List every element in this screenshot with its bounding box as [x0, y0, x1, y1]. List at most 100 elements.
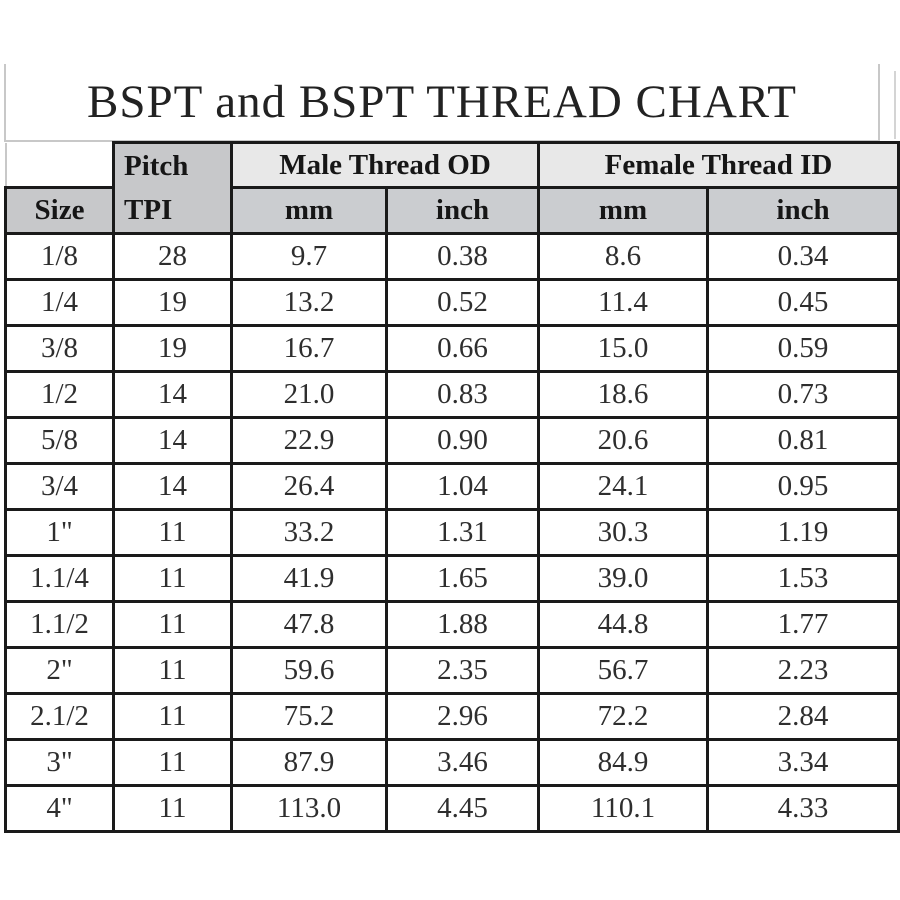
female-mm-cell: 15.0 [537, 324, 710, 373]
female-inch-cell: 1.19 [706, 508, 900, 557]
page-title: BSPT and BSPT THREAD CHART [86, 76, 798, 128]
female-inch-cell: 4.33 [706, 784, 900, 833]
tpi-cell: 11 [112, 692, 233, 741]
male-mm-cell: 33.2 [230, 508, 388, 557]
table-row: 2" 11 59.6 2.35 56.7 2.23 [4, 646, 900, 695]
table-row: 1" 11 33.2 1.31 30.3 1.19 [4, 508, 900, 557]
female-inch-cell: 2.23 [706, 646, 900, 695]
group-header-row: Pitch TPI Male Thread OD Female Thread I… [4, 141, 900, 235]
male-inch-cell: 0.83 [384, 370, 541, 419]
male-mm-cell: 87.9 [230, 738, 388, 787]
male-inch-cell: 0.66 [384, 324, 541, 373]
female-inch-cell: 0.34 [706, 232, 900, 281]
size-cell: 5/8 [4, 416, 115, 465]
female-thread-id-header: Female Thread ID [537, 141, 900, 189]
table-row: 5/8 14 22.9 0.90 20.6 0.81 [4, 416, 900, 465]
female-inch-cell: 0.73 [706, 370, 900, 419]
size-cell: 4" [4, 784, 115, 833]
pitch-tpi-header: Pitch TPI [112, 141, 233, 235]
size-cell: 1/2 [4, 370, 115, 419]
table-row: 3/4 14 26.4 1.04 24.1 0.95 [4, 462, 900, 511]
table-row: 4" 11 113.0 4.45 110.1 4.33 [4, 784, 900, 833]
female-mm-cell: 24.1 [537, 462, 710, 511]
male-inch-cell: 1.88 [384, 600, 541, 649]
tpi-cell: 11 [112, 554, 233, 603]
thread-chart-table: Pitch TPI Male Thread OD Female Thread I… [4, 141, 900, 833]
size-cell: 3" [4, 738, 115, 787]
page-edge-line [894, 71, 896, 139]
table-row: 3/8 19 16.7 0.66 15.0 0.59 [4, 324, 900, 373]
table-row: 1/4 19 13.2 0.52 11.4 0.45 [4, 278, 900, 327]
male-inch-cell: 0.38 [384, 232, 541, 281]
table-row: 2.1/2 11 75.2 2.96 72.2 2.84 [4, 692, 900, 741]
male-inch-cell: 1.31 [384, 508, 541, 557]
male-mm-cell: 9.7 [230, 232, 388, 281]
table-row: 1.1/2 11 47.8 1.88 44.8 1.77 [4, 600, 900, 649]
size-cell: 1.1/4 [4, 554, 115, 603]
size-cell: 2" [4, 646, 115, 695]
male-mm-cell: 59.6 [230, 646, 388, 695]
male-inch-cell: 4.45 [384, 784, 541, 833]
female-mm-cell: 110.1 [537, 784, 710, 833]
male-mm-cell: 113.0 [230, 784, 388, 833]
tpi-cell: 11 [112, 738, 233, 787]
tpi-cell: 11 [112, 646, 233, 695]
pitch-header-label: Pitch [124, 149, 189, 182]
male-mm-header: mm [230, 186, 388, 235]
corner-cell [4, 142, 115, 189]
tpi-cell: 14 [112, 416, 233, 465]
tpi-cell: 11 [112, 600, 233, 649]
female-inch-cell: 1.77 [706, 600, 900, 649]
tpi-cell: 14 [112, 462, 233, 511]
male-inch-cell: 0.90 [384, 416, 541, 465]
size-cell: 1/8 [4, 232, 115, 281]
size-cell: 1" [4, 508, 115, 557]
male-inch-cell: 3.46 [384, 738, 541, 787]
tpi-cell: 11 [112, 508, 233, 557]
female-mm-cell: 20.6 [537, 416, 710, 465]
male-mm-cell: 75.2 [230, 692, 388, 741]
male-inch-cell: 1.65 [384, 554, 541, 603]
male-mm-cell: 47.8 [230, 600, 388, 649]
table-body: 1/8 28 9.7 0.38 8.6 0.34 1/4 19 13.2 0.5… [4, 232, 900, 833]
chart-title-box: BSPT and BSPT THREAD CHART [4, 64, 880, 142]
female-inch-cell: 3.34 [706, 738, 900, 787]
female-inch-cell: 0.81 [706, 416, 900, 465]
female-inch-cell: 0.45 [706, 278, 900, 327]
female-mm-cell: 30.3 [537, 508, 710, 557]
size-cell: 3/8 [4, 324, 115, 373]
tpi-cell: 28 [112, 232, 233, 281]
tpi-cell: 11 [112, 784, 233, 833]
male-mm-cell: 41.9 [230, 554, 388, 603]
male-inch-header: inch [384, 186, 541, 235]
male-mm-cell: 22.9 [230, 416, 388, 465]
female-mm-cell: 39.0 [537, 554, 710, 603]
male-inch-cell: 2.35 [384, 646, 541, 695]
size-header: Size [4, 186, 115, 235]
table-row: 3" 11 87.9 3.46 84.9 3.34 [4, 738, 900, 787]
male-thread-od-header: Male Thread OD [229, 141, 541, 189]
male-mm-cell: 13.2 [230, 278, 388, 327]
female-inch-cell: 1.53 [706, 554, 900, 603]
tpi-cell: 19 [112, 278, 233, 327]
female-inch-header: inch [706, 186, 900, 235]
male-inch-cell: 0.52 [384, 278, 541, 327]
female-inch-cell: 0.59 [706, 324, 900, 373]
table-row: 1.1/4 11 41.9 1.65 39.0 1.53 [4, 554, 900, 603]
size-cell: 1/4 [4, 278, 115, 327]
female-mm-cell: 84.9 [537, 738, 710, 787]
female-mm-cell: 72.2 [537, 692, 710, 741]
female-mm-cell: 8.6 [537, 232, 710, 281]
male-inch-cell: 2.96 [384, 692, 541, 741]
table-row: 1/2 14 21.0 0.83 18.6 0.73 [4, 370, 900, 419]
female-mm-cell: 11.4 [537, 278, 710, 327]
size-cell: 3/4 [4, 462, 115, 511]
female-mm-cell: 44.8 [537, 600, 710, 649]
size-cell: 1.1/2 [4, 600, 115, 649]
female-inch-cell: 2.84 [706, 692, 900, 741]
sub-header-row: Size mm inch mm inch [4, 186, 900, 235]
male-inch-cell: 1.04 [384, 462, 541, 511]
female-inch-cell: 0.95 [706, 462, 900, 511]
female-mm-header: mm [537, 186, 710, 235]
male-mm-cell: 16.7 [230, 324, 388, 373]
